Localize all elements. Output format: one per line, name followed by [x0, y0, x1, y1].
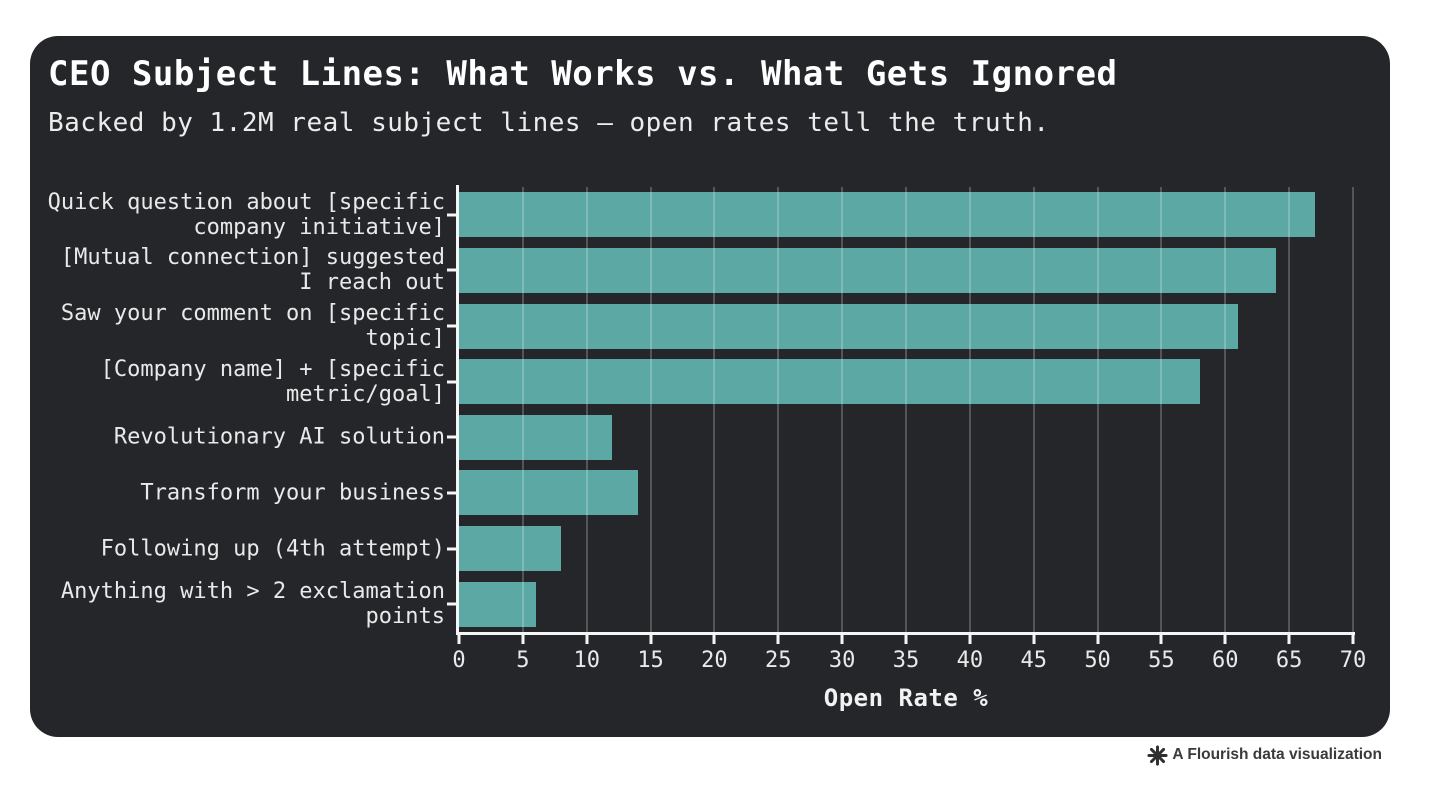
x-tick	[1223, 635, 1227, 644]
chart-title: CEO Subject Lines: What Works vs. What G…	[48, 54, 1118, 94]
x-tick-label: 30	[828, 648, 856, 673]
x-axis-title: Open Rate %	[823, 684, 989, 712]
x-tick-label: 15	[637, 648, 664, 673]
gridline	[777, 187, 780, 632]
bar	[459, 581, 536, 627]
x-tick	[1287, 635, 1291, 644]
x-tick	[1032, 635, 1036, 644]
category-label: [Mutual connection] suggested I reach ou…	[60, 245, 445, 296]
x-tick-label: 40	[956, 648, 984, 673]
category-axis: Quick question about [specific company i…	[30, 187, 459, 632]
x-tick	[649, 635, 653, 644]
category-label: Saw your comment on [specific topic]	[60, 301, 445, 352]
x-tick-label: 70	[1339, 648, 1367, 673]
x-tick	[1351, 635, 1355, 644]
category-tick	[447, 547, 456, 551]
gridline	[905, 187, 907, 632]
x-tick-label: 5	[516, 648, 530, 673]
gridline	[968, 187, 971, 632]
x-tick	[968, 635, 972, 644]
x-tick-label: 50	[1084, 648, 1111, 673]
gridline	[585, 187, 588, 632]
x-tick-label: 35	[892, 648, 920, 673]
x-tick	[1159, 635, 1163, 644]
x-tick-label: 25	[765, 648, 792, 673]
gridline	[1160, 187, 1163, 632]
category-tick	[447, 324, 456, 328]
gridline	[841, 187, 844, 632]
chart-subtitle: Backed by 1.2M real subject lines — open…	[48, 108, 1050, 138]
x-tick-label: 0	[452, 648, 466, 673]
bar	[459, 359, 1200, 405]
category-tick	[447, 491, 456, 495]
bar	[459, 526, 562, 572]
gridline	[1352, 187, 1354, 632]
flourish-asterisk-icon	[1147, 744, 1168, 766]
gridline	[1096, 187, 1099, 632]
x-tick-label: 45	[1020, 648, 1047, 673]
x-tick-label: 20	[701, 648, 728, 673]
category-label: [Company name] + [specific metric/goal]	[100, 356, 445, 407]
category-tick	[447, 213, 456, 217]
gridline	[1288, 187, 1291, 632]
category-tick	[447, 602, 456, 606]
x-tick	[1096, 635, 1100, 644]
y-axis-line	[456, 185, 459, 635]
x-tick	[904, 635, 908, 644]
bar	[459, 192, 1315, 238]
x-tick	[776, 635, 780, 644]
bar	[459, 414, 613, 460]
x-tick	[712, 635, 716, 644]
gridline	[713, 187, 716, 632]
bar	[459, 247, 1277, 293]
bar	[459, 303, 1239, 349]
bar-chart-plot-area: Open Rate % 0 5 10 15 20 25 30 35 40 45 50 55 60 65 70	[447, 185, 1366, 712]
flourish-attribution-link[interactable]: A Flourish data visualization	[1147, 742, 1382, 768]
x-tick	[840, 635, 844, 644]
flourish-attribution-label: A Flourish data visualization	[1172, 746, 1382, 763]
x-tick	[521, 635, 525, 644]
gridline	[1032, 187, 1035, 632]
category-tick	[447, 380, 456, 384]
gridline	[521, 187, 524, 632]
x-tick	[457, 635, 461, 644]
gridline	[649, 187, 652, 632]
chart-card: CEO Subject Lines: What Works vs. What G…	[30, 36, 1390, 737]
x-axis-line	[456, 632, 1355, 635]
bar	[459, 470, 638, 516]
x-tick-label: 10	[573, 648, 600, 673]
category-tick	[447, 435, 456, 439]
category-label: Following up (4th attempt)	[100, 536, 445, 562]
x-tick-label: 60	[1212, 648, 1239, 673]
x-tick-label: 65	[1275, 648, 1303, 673]
category-label: Quick question about [specific company i…	[47, 189, 445, 240]
category-label: Anything with > 2 exclamation points	[60, 579, 445, 630]
category-label: Revolutionary AI solution	[113, 424, 445, 450]
category-tick	[447, 268, 456, 272]
x-tick-label: 55	[1148, 648, 1175, 673]
gridline	[1224, 187, 1227, 632]
category-label: Transform your business	[140, 480, 445, 506]
x-tick	[585, 635, 589, 644]
